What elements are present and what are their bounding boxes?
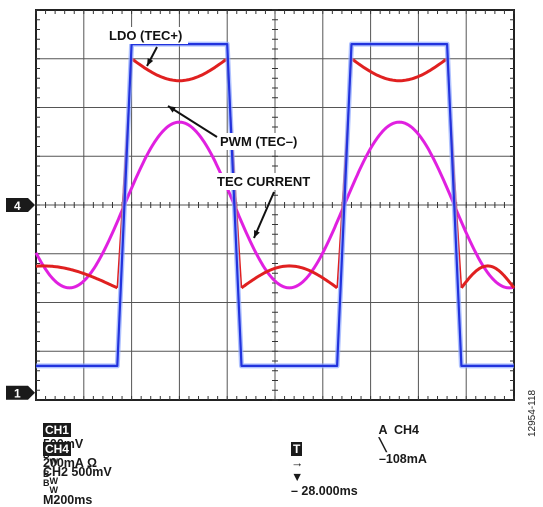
trace-annotations: LDO (TEC+) PWM (TEC–) TEC CURRENT [106, 27, 310, 239]
trigger-source: A CH4 [378, 423, 419, 437]
annotation-bg [217, 133, 299, 150]
annotation-arrowhead [254, 230, 260, 238]
series-ldo [36, 42, 514, 367]
bw-sub-2: W [49, 485, 58, 495]
channel-marker-label: 4 [14, 199, 21, 213]
figure-id: 12954-118 [527, 389, 538, 437]
offset-value: – 28.000ms [290, 484, 358, 498]
annotation-label: LDO (TEC+) [109, 28, 182, 43]
annotation-label: PWM (TEC–) [220, 134, 297, 149]
arrow-right-icon: → [290, 456, 304, 470]
readout-line-2: CH4 200mA Ω BW [36, 428, 97, 486]
series-pwm-segment [460, 264, 516, 289]
channel-marker-label: 1 [14, 387, 21, 401]
annotation-arrow [167, 105, 218, 138]
bw-sub-3: W [49, 476, 58, 486]
annotation-arrow [253, 191, 275, 239]
trigger-level: –108mA [378, 452, 427, 466]
series-pwm-segment [130, 57, 229, 83]
trigger-down-icon: ▼ [290, 470, 304, 484]
series-pwm-segment [240, 264, 338, 290]
graticule [35, 9, 515, 401]
series-pwm-segment [350, 57, 448, 83]
ch1-box: CH1 [42, 423, 71, 437]
series-tec-current [34, 120, 515, 290]
annotation-bg [214, 173, 304, 190]
falling-edge-icon: ╲ [378, 438, 387, 452]
t-box: T [290, 442, 303, 456]
series-pwm-segment [35, 264, 118, 290]
annotation-label: TEC CURRENT [217, 174, 310, 189]
annotation-arrowhead [168, 106, 176, 113]
timebase: M200ms [42, 493, 93, 507]
channel-markers: 41 [6, 198, 35, 401]
annotation-bg [106, 27, 188, 44]
channel-marker [6, 198, 35, 212]
ch4-scale: 200mA Ω [42, 456, 97, 470]
trigger-readout: A CH4 ╲ –108mA [372, 409, 427, 466]
oscilloscope-plot: LDO (TEC+)PWM (TEC–)TEC CURRENT 41 [6, 9, 516, 401]
traces [34, 41, 516, 369]
channel-marker [6, 385, 35, 400]
ch4-box: CH4 [42, 442, 71, 456]
annotation-arrowhead [147, 58, 154, 66]
offset-readout: T → ▼ – 28.000ms [284, 428, 358, 498]
